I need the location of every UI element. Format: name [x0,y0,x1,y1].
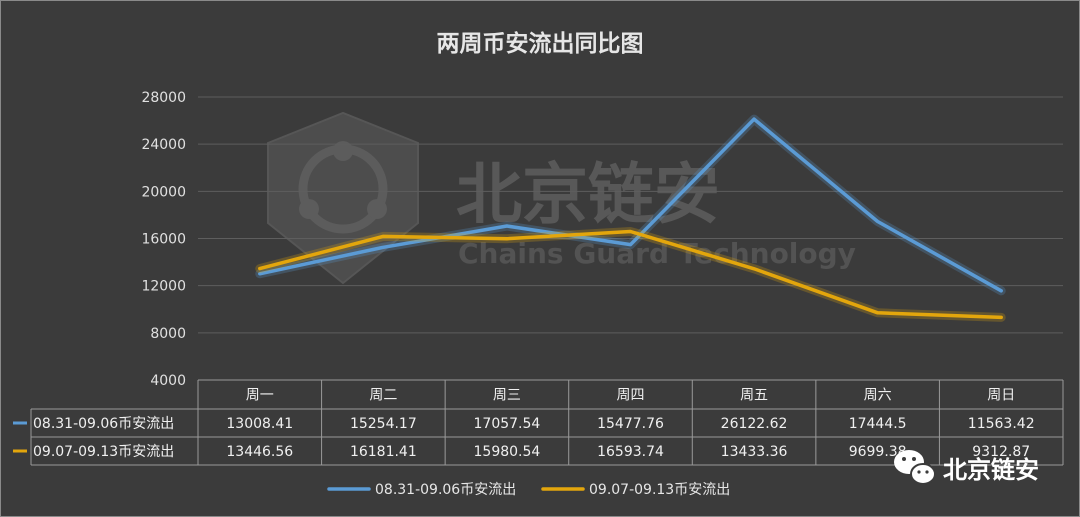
legend-entry: 09.07-09.13币安流出 [589,482,730,498]
x-category-label: 周日 [987,388,1015,404]
y-tick-label: 16000 [141,232,186,248]
data-label: 17057.54 [474,416,541,432]
y-axis-ticks: 4000 8000 12000 16000 20000 24000 28000 [141,90,186,389]
data-table: 周一 周二 周三 周四 周五 周六 周日 08.31-09.06币安流出 13008.41 152… [13,379,1064,466]
watermark-brand: 北京链安 [456,156,720,233]
y-tick-label: 20000 [141,184,186,200]
data-label: 9312.87 [972,444,1030,460]
x-category-label: 周六 [864,388,892,404]
y-tick-label: 28000 [141,90,186,106]
series-lines [255,114,1006,322]
data-label: 13008.41 [226,416,293,432]
grid-lines [198,96,1063,334]
watermark-shield-icon [267,111,419,285]
credit-text: 北京链安 [943,456,1039,484]
data-label: 15254.17 [350,416,417,432]
data-label: 13433.36 [721,444,788,460]
x-category-label: 周四 [617,388,645,404]
data-label: 15980.54 [474,444,541,460]
table-row-label: 09.07-09.13币安流出 [33,444,174,460]
watermark-brand-en: Chains Guard Technology [458,237,856,270]
data-label: 15477.76 [597,416,664,432]
legend: 08.31-09.06币安流出 09.07-09.13币安流出 [327,482,730,498]
series-line-1 [258,117,1003,293]
x-category-label: 周五 [740,388,768,404]
table-row-label: 08.31-09.06币安流出 [33,416,174,432]
chart-title: 两周币安流出同比图 [437,30,644,57]
watermark: 北京链安 Chains Guard Technology [267,111,856,285]
x-category-label: 周一 [246,388,274,404]
wechat-credit: 北京链安 [894,450,1039,485]
data-label: 11563.42 [968,416,1035,432]
data-label: 16593.74 [597,444,664,460]
x-category-label: 周二 [369,388,397,404]
data-label: 26122.62 [721,416,788,432]
data-label: 16181.41 [350,444,417,460]
y-tick-label: 12000 [141,279,186,295]
wechat-icon [894,450,936,485]
y-tick-label: 24000 [141,137,186,153]
legend-entry: 08.31-09.06币安流出 [375,482,516,498]
data-label: 9699.38 [849,444,907,460]
y-tick-label: 4000 [150,373,186,389]
x-category-label: 周三 [493,388,521,404]
data-label: 13446.56 [226,444,293,460]
data-label: 17444.5 [849,416,907,432]
y-tick-label: 8000 [150,326,186,342]
series-line-2 [258,229,1003,320]
